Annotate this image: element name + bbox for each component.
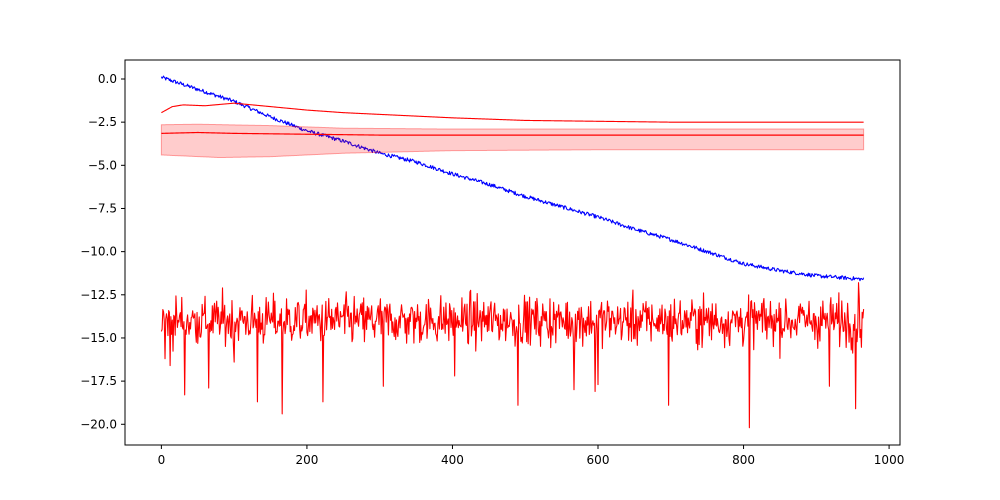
- series-layer: [160, 75, 865, 429]
- y-tick-label: −7.5: [88, 201, 117, 215]
- series-0-line: [160, 75, 865, 282]
- series-3-line: [160, 282, 865, 429]
- x-tick-label: 800: [732, 453, 755, 467]
- series-2-band: [160, 123, 865, 159]
- y-tick-label: −20.0: [80, 417, 117, 431]
- y-tick-label: −15.0: [80, 331, 117, 345]
- y-tick-label: −12.5: [80, 288, 117, 302]
- y-tick-label: 0.0: [98, 72, 117, 86]
- x-tick-label: 200: [295, 453, 318, 467]
- y-axis: 0.0 −2.5 −5.0 −7.5 −10.0 −12.5 −15.0 −17.5 −20.0: [80, 72, 125, 431]
- x-tick-label: 0: [158, 453, 166, 467]
- y-tick-label: −5.0: [88, 158, 117, 172]
- y-tick-label: −2.5: [88, 115, 117, 129]
- x-tick-label: 400: [441, 453, 464, 467]
- series-2-line: [161, 131, 864, 136]
- x-axis: 0 200 400 600 800 1000: [158, 445, 905, 467]
- y-tick-label: −10.0: [80, 245, 117, 259]
- plot-frame: [124, 59, 901, 446]
- x-tick-label: 600: [587, 453, 610, 467]
- y-tick-label: −17.5: [80, 374, 117, 388]
- plot-background: [125, 60, 900, 445]
- series-1-line: [161, 102, 864, 123]
- x-tick-label: 1000: [874, 453, 905, 467]
